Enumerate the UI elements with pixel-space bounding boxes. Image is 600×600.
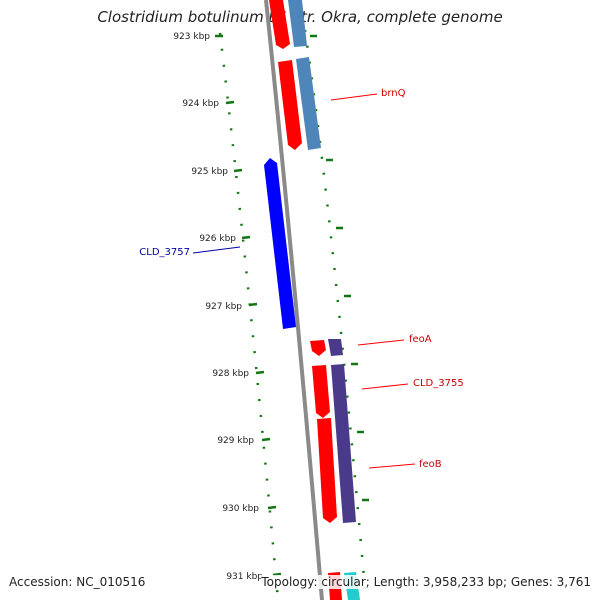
- tick-label: 928 kbp: [212, 369, 249, 379]
- tick-mark: [267, 505, 277, 510]
- tick-label: 924 kbp: [182, 99, 219, 109]
- gene-label-cld-3757: CLD_3757: [139, 247, 190, 258]
- tick-mark: [261, 437, 271, 442]
- gene-label-feoa: feoA: [409, 334, 432, 345]
- label-connector: [357, 339, 405, 346]
- gene-feob[interactable]: [317, 418, 337, 523]
- tick-mark: [255, 370, 265, 375]
- gene-feoa[interactable]: [310, 340, 326, 356]
- tick-label: 927 kbp: [205, 302, 242, 312]
- gene-cld-3757[interactable]: [264, 158, 296, 329]
- tick-mark: [248, 302, 258, 307]
- tick-label: 929 kbp: [217, 436, 254, 446]
- gene-label-cld-3755: CLD_3755: [413, 378, 464, 389]
- tick-label: 923 kbp: [173, 32, 210, 42]
- gene-arrow[interactable]: [269, 0, 290, 49]
- label-connector: [330, 93, 378, 101]
- blast-hit[interactable]: [328, 339, 343, 356]
- gene-brnq[interactable]: [278, 60, 302, 150]
- blast-hit[interactable]: [288, 0, 307, 47]
- gene-cld-3755[interactable]: [312, 365, 330, 418]
- tick-label: 925 kbp: [191, 167, 228, 177]
- gene-label-brnq: brnQ: [381, 88, 406, 99]
- label-connector: [368, 463, 416, 469]
- tick-mark: [233, 168, 243, 173]
- tick-mark: [272, 572, 282, 577]
- tick-label: 930 kbp: [222, 504, 259, 514]
- tick-label: 931 kbp: [226, 572, 263, 582]
- tick-mark: [225, 100, 235, 105]
- accession-text: Accession: NC_010516: [9, 575, 146, 589]
- genome-backbone: [264, 0, 324, 600]
- genome-summary-text: Topology: circular; Length: 3,958,233 bp…: [261, 575, 591, 589]
- blast-hit[interactable]: [296, 57, 321, 150]
- inner-tick-ring: [218, 32, 280, 600]
- gene-label-feob: feoB: [419, 459, 442, 470]
- label-connector: [361, 383, 409, 390]
- tick-label: 926 kbp: [199, 234, 236, 244]
- tick-mark: [241, 235, 251, 240]
- blast-hit[interactable]: [331, 364, 356, 523]
- label-connector: [192, 246, 241, 254]
